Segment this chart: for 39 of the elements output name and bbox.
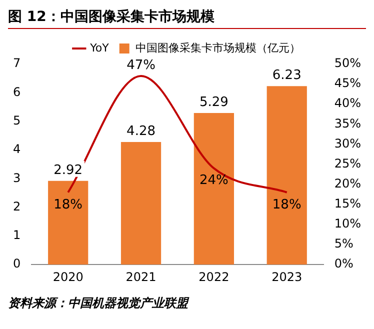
data-label: 4.28 <box>126 124 156 139</box>
y2-tick-label: 5% <box>334 236 354 251</box>
y-tick-label: 1 <box>12 228 21 242</box>
y-tick-label: 7 <box>12 56 21 70</box>
y-tick-label: 0 <box>12 256 21 271</box>
x-tick-label: 2023 <box>272 270 302 284</box>
data-label: 18% <box>272 197 302 212</box>
y-tick-label: 2 <box>12 199 21 214</box>
x-tick-label: 2021 <box>126 270 156 284</box>
chart-title: 图 12：中国图像采集卡市场规模 <box>8 8 366 29</box>
data-label: 6.23 <box>272 68 302 83</box>
y-tick-label: 6 <box>12 84 21 99</box>
bar <box>48 180 88 265</box>
y-tick-label: 5 <box>12 113 21 128</box>
y-tick-label: 3 <box>12 170 21 185</box>
bar <box>194 113 234 265</box>
y2-tick-label: 30% <box>334 136 361 150</box>
data-label: 24% <box>199 173 228 188</box>
y2-tick-label: 15% <box>334 196 361 211</box>
legend-label: YoY <box>89 41 110 54</box>
legend-label: 中国图像采集卡市场规模（亿元） <box>135 41 300 54</box>
text: 资料来源：中国机器视觉产业联盟 <box>8 295 190 312</box>
bar <box>120 142 162 265</box>
data-label: 2.92 <box>54 162 83 178</box>
data-label: 47% <box>126 58 156 73</box>
x-tick-label: 2022 <box>198 270 230 284</box>
x-tick-label: 2020 <box>52 270 84 284</box>
y2-tick-label: 35% <box>334 116 361 130</box>
bar <box>266 86 307 265</box>
y2-tick-label: 0% <box>334 256 354 271</box>
data-label: 5.29 <box>199 94 228 110</box>
y2-tick-label: 45% <box>334 76 361 90</box>
y2-tick-label: 50% <box>334 56 361 70</box>
y2-tick-label: 20% <box>334 176 361 190</box>
y2-tick-label: 25% <box>334 156 361 170</box>
y2-tick-label: 10% <box>334 216 361 231</box>
data-label: 18% <box>54 197 83 212</box>
y-tick-label: 4 <box>12 142 21 156</box>
y2-tick-label: 40% <box>334 96 361 110</box>
